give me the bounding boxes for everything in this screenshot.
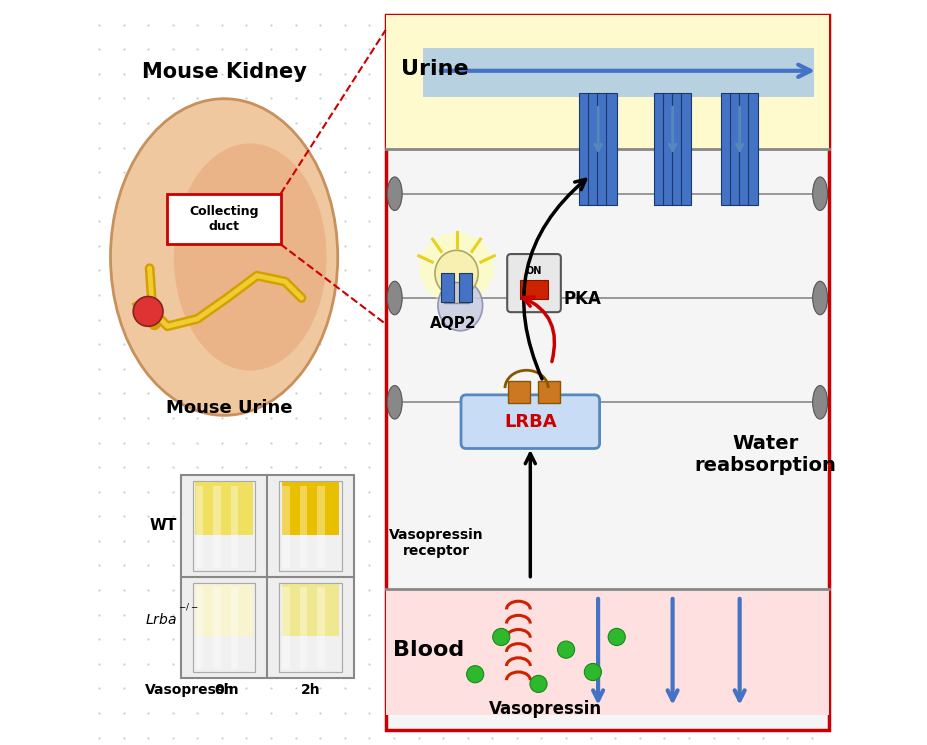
Text: Collecting
duct: Collecting duct [189, 205, 259, 233]
Text: Vasopressin
receptor: Vasopressin receptor [388, 527, 483, 558]
Bar [317, 587, 324, 669]
Bar [195, 583, 253, 636]
Bar [279, 481, 341, 571]
Ellipse shape [812, 177, 827, 211]
Ellipse shape [584, 664, 601, 681]
Bar [181, 475, 353, 678]
Text: PKA: PKA [563, 290, 601, 308]
Text: Blood: Blood [393, 640, 464, 659]
Bar [196, 587, 203, 669]
Bar [519, 280, 548, 299]
Text: Water
reabsorption: Water reabsorption [694, 434, 836, 475]
Bar [279, 583, 341, 672]
Text: $^{-/-}$: $^{-/-}$ [178, 604, 198, 617]
Ellipse shape [466, 666, 483, 682]
Bar [193, 481, 255, 571]
Bar [267, 475, 353, 577]
Bar [537, 381, 560, 403]
Bar [195, 481, 253, 535]
Text: Vasopressin: Vasopressin [489, 700, 602, 717]
Circle shape [133, 297, 163, 326]
FancyBboxPatch shape [461, 395, 599, 448]
Bar [196, 486, 203, 568]
Ellipse shape [492, 629, 509, 645]
Bar [507, 381, 529, 403]
Bar [231, 587, 238, 669]
Ellipse shape [529, 675, 547, 693]
Bar [588, 93, 598, 205]
Text: ON: ON [526, 266, 541, 276]
Bar [654, 93, 664, 205]
Bar [386, 589, 828, 715]
Ellipse shape [435, 250, 477, 297]
Bar [279, 481, 341, 571]
Bar [605, 93, 616, 205]
Text: AQP2: AQP2 [429, 316, 476, 331]
Bar [279, 583, 341, 672]
Bar [720, 93, 730, 205]
Bar [747, 93, 757, 205]
Bar [213, 486, 221, 568]
Bar [443, 282, 469, 303]
Text: 2h: 2h [300, 683, 320, 697]
Bar [193, 583, 255, 672]
Bar [231, 486, 238, 568]
Text: $Lrba$: $Lrba$ [146, 612, 177, 627]
Ellipse shape [812, 282, 827, 315]
Bar [578, 93, 590, 205]
Bar [662, 93, 673, 205]
Bar [167, 194, 281, 244]
Bar [282, 481, 339, 535]
Bar [193, 583, 255, 672]
Bar [440, 273, 454, 302]
Ellipse shape [110, 99, 337, 416]
Text: Mouse Urine: Mouse Urine [166, 399, 292, 417]
Bar [423, 48, 813, 97]
Bar [193, 481, 255, 571]
Bar [299, 486, 307, 568]
Bar [181, 577, 267, 678]
Ellipse shape [607, 629, 625, 645]
Text: WT: WT [149, 519, 177, 533]
Text: Urine: Urine [400, 59, 468, 78]
Bar [680, 93, 691, 205]
Ellipse shape [173, 144, 326, 371]
Ellipse shape [438, 280, 482, 331]
Ellipse shape [387, 282, 401, 315]
Ellipse shape [419, 232, 493, 304]
Bar [738, 93, 748, 205]
Bar [458, 273, 472, 302]
Bar [282, 486, 289, 568]
Text: 0h: 0h [214, 683, 234, 697]
Bar [181, 475, 267, 577]
Bar [386, 15, 828, 149]
Bar [282, 587, 289, 669]
Text: Mouse Kidney: Mouse Kidney [142, 63, 306, 82]
Bar [213, 587, 221, 669]
Bar [386, 15, 828, 730]
Ellipse shape [557, 641, 574, 659]
Ellipse shape [812, 386, 827, 419]
FancyBboxPatch shape [507, 254, 560, 312]
Bar [730, 93, 740, 205]
Bar [267, 577, 353, 678]
Bar [317, 486, 324, 568]
Ellipse shape [387, 386, 401, 419]
Ellipse shape [387, 177, 401, 211]
Text: LRBA: LRBA [503, 413, 556, 431]
Bar [597, 93, 607, 205]
Bar [671, 93, 681, 205]
Bar [282, 583, 339, 636]
Text: Vasopressin: Vasopressin [145, 683, 239, 697]
Bar [299, 587, 307, 669]
